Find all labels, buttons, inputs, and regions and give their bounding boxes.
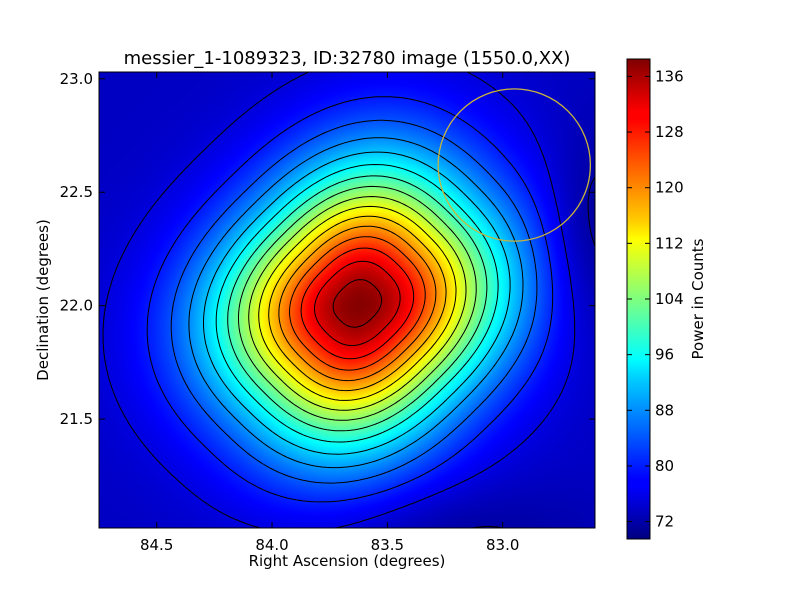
- y-axis-label: Declination (degrees): [34, 219, 52, 381]
- contour-line: [332, 279, 383, 328]
- colorbar-tick-label: 136: [655, 67, 684, 85]
- contour-line: [227, 175, 488, 432]
- contour-line: [215, 164, 499, 443]
- x-tick-label: 83.0: [486, 536, 519, 554]
- contour-line: [472, 176, 596, 529]
- contour-line: [146, 96, 554, 503]
- colorbar: 72 80 88 96 104 112 120 128 136 Power in Counts: [626, 58, 707, 540]
- colorbar-tick-label: 128: [655, 123, 684, 141]
- plot-frame: [98, 71, 596, 529]
- contour-line: [248, 196, 467, 411]
- contour-line: [268, 215, 447, 392]
- colorbar-tick-label: 80: [655, 457, 674, 475]
- x-axis-ticks: 84.5 84.0 83.5 83.0: [140, 72, 519, 554]
- contour-line: [170, 119, 538, 484]
- y-axis-ticks: 21.5 22.0 22.5 23.0: [60, 70, 595, 428]
- colorbar-tick-label: 72: [655, 513, 674, 531]
- marker-circle: [437, 88, 592, 242]
- heatmap-plot-area: [98, 71, 596, 529]
- colorbar-tick-label: 96: [655, 346, 674, 364]
- contour-line: [238, 185, 477, 421]
- colorbar-tick-label: 120: [655, 179, 684, 197]
- x-axis-label: Right Ascension (degrees): [249, 552, 446, 570]
- contour-line: [203, 151, 511, 455]
- chart-title: messier_1-1089323, ID:32780 image (1550.…: [124, 48, 571, 69]
- x-tick-label: 83.5: [371, 536, 404, 554]
- contour-lines: [102, 71, 596, 529]
- contour-line: [289, 236, 426, 371]
- contour-line: [314, 260, 401, 346]
- colorbar-ticks: 72 80 88 96 104 112 120 128 136: [627, 67, 684, 531]
- colorbar-label: Power in Counts: [689, 238, 707, 359]
- y-tick-label: 21.5: [60, 410, 93, 428]
- contour-line: [102, 71, 576, 529]
- contour-line: [278, 225, 437, 382]
- x-tick-label: 84.0: [255, 536, 288, 554]
- y-tick-label: 23.0: [60, 70, 93, 88]
- x-tick-label: 84.5: [140, 536, 173, 554]
- contour-line: [258, 205, 457, 401]
- y-tick-label: 22.0: [60, 297, 93, 315]
- colorbar-tick-label: 104: [655, 290, 684, 308]
- contour-line: [300, 247, 415, 360]
- colorbar-tick-label: 88: [655, 401, 674, 419]
- y-tick-label: 22.5: [60, 183, 93, 201]
- colorbar-tick-label: 112: [655, 234, 684, 252]
- contour-line: [188, 137, 524, 469]
